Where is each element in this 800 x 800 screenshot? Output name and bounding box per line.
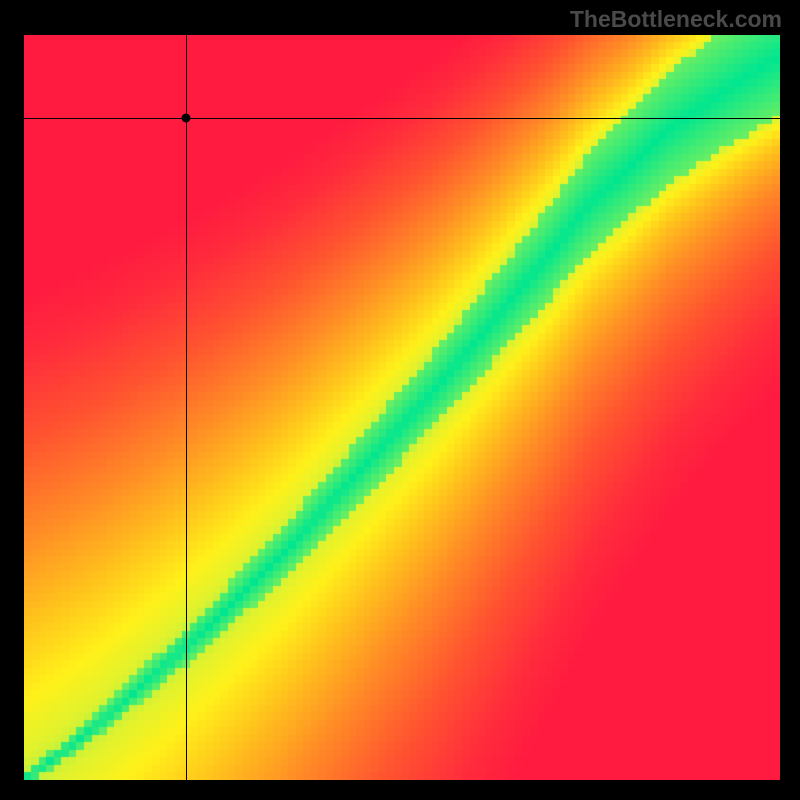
heatmap-canvas: [24, 35, 780, 780]
crosshair-point: [181, 114, 190, 123]
heatmap-plot: [24, 35, 780, 780]
attribution-label: TheBottleneck.com: [570, 6, 782, 33]
crosshair-vertical: [186, 35, 187, 780]
crosshair-horizontal: [24, 118, 780, 119]
chart-container: TheBottleneck.com: [0, 0, 800, 800]
